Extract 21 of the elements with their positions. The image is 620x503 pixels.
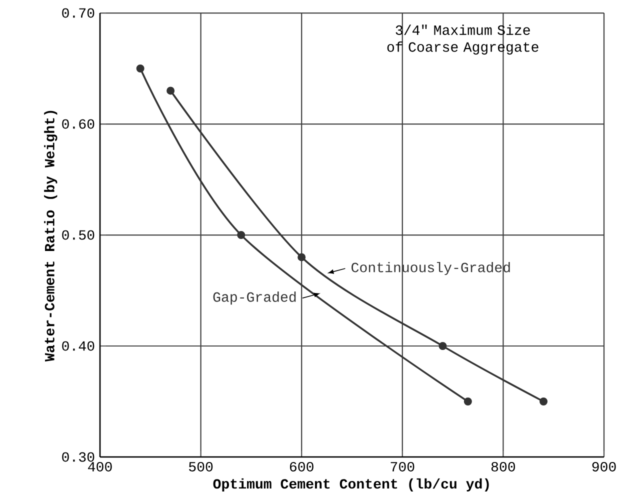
x-tick-label: 400 [88,462,112,472]
series-label: Gap-Graded [213,292,296,305]
x-tick-label: 600 [290,462,314,472]
point [136,64,144,73]
y-tick-label: 0.30 [62,452,94,462]
y-axis-title: Water-Cement Ratio (by Weight) [44,110,58,362]
x-axis-title: Optimum Cement Content (lb/cu yd) [213,478,489,492]
point [438,342,447,350]
y-tick-label: 0.60 [62,119,94,129]
x-tick-label: 700 [390,462,414,472]
point [464,397,472,406]
x-tick-label: 800 [491,462,515,472]
point [540,397,548,406]
y-tick-label: 0.50 [62,230,94,240]
x-tick-label: 900 [592,462,616,472]
point [166,86,175,95]
y-tick-label: 0.70 [62,8,94,18]
x-tick-label: 500 [189,462,213,472]
point [237,230,246,240]
point [298,253,306,262]
y-tick-label: 0.40 [62,341,94,351]
